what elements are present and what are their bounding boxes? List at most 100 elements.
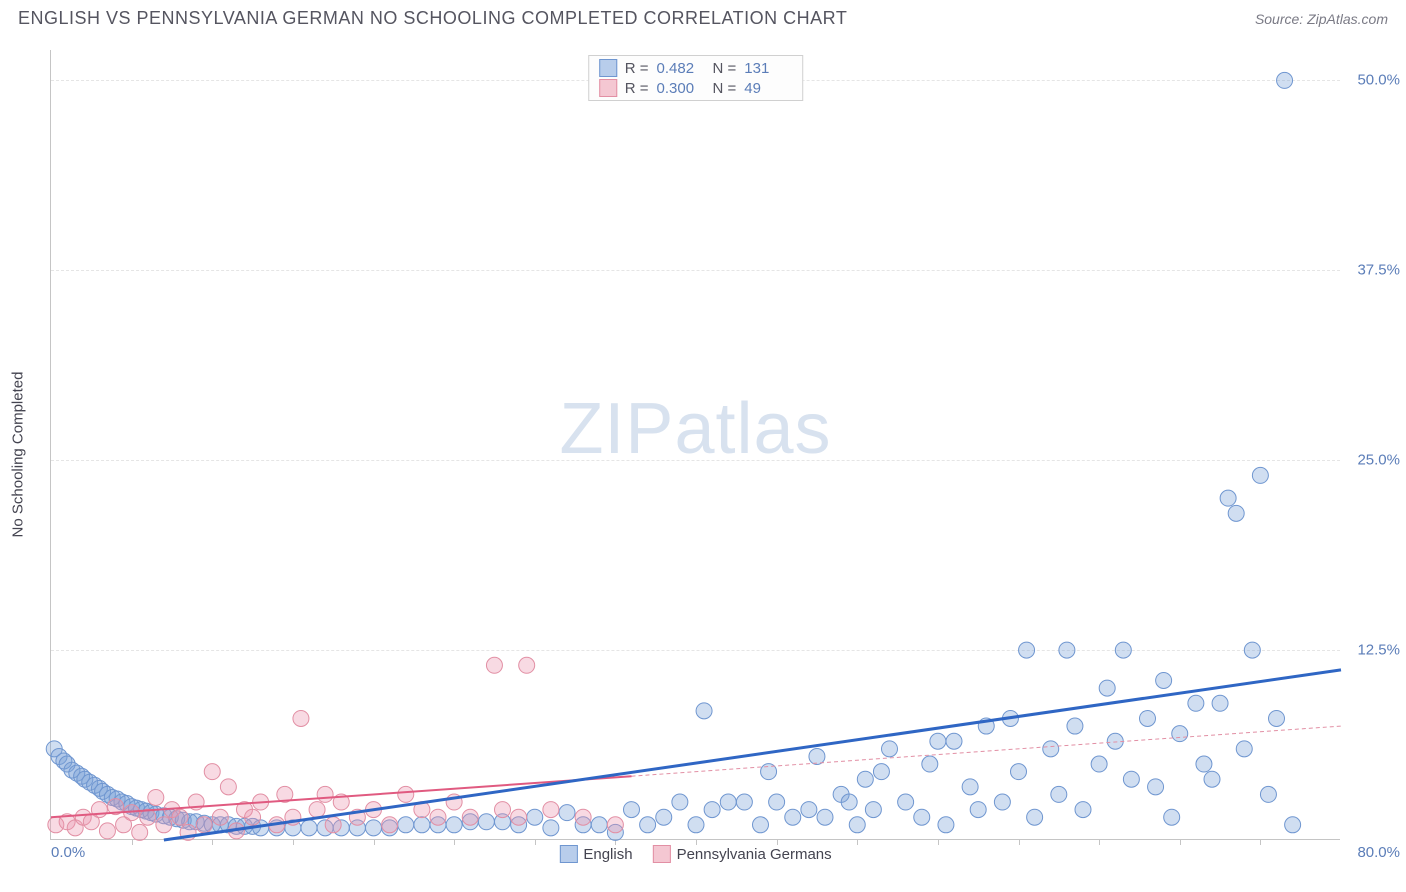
data-point [1156,672,1172,688]
data-point [1236,741,1252,757]
y-tick-label: 50.0% [1357,72,1400,89]
data-point [156,817,172,833]
x-tick [212,839,213,845]
data-point [398,786,414,802]
legend-item: English [559,845,632,863]
data-point [196,817,212,833]
data-point [624,802,640,818]
x-tick [1180,839,1181,845]
data-point [607,817,623,833]
legend-label: Pennsylvania Germans [677,846,832,863]
y-axis-label: No Schooling Completed [10,372,27,538]
data-point [873,764,889,780]
legend-r-value: 0.300 [657,80,705,97]
data-point [688,817,704,833]
data-point [1075,802,1091,818]
x-tick [535,839,536,845]
x-tick [293,839,294,845]
data-point [245,809,261,825]
legend-label: English [583,846,632,863]
data-point [704,802,720,818]
data-point [172,809,188,825]
data-point [591,817,607,833]
data-point [99,823,115,839]
data-point [1260,786,1276,802]
data-point [1123,771,1139,787]
y-tick-label: 37.5% [1357,262,1400,279]
data-point [1019,642,1035,658]
legend-n-value: 49 [744,80,792,97]
data-point [656,809,672,825]
legend-swatch [599,79,617,97]
y-tick-label: 25.0% [1357,452,1400,469]
legend-n-label: N = [713,80,737,97]
data-point [398,817,414,833]
data-point [1091,756,1107,772]
data-point [317,786,333,802]
data-point [922,756,938,772]
data-point [1285,817,1301,833]
data-point [1140,710,1156,726]
legend-item: Pennsylvania Germans [653,845,832,863]
data-point [865,802,881,818]
data-point [301,820,317,836]
legend-swatch [559,845,577,863]
data-point [132,824,148,840]
data-point [1115,642,1131,658]
data-point [640,817,656,833]
data-point [414,817,430,833]
data-point [1011,764,1027,780]
data-point [1244,642,1260,658]
data-point [495,802,511,818]
data-point [962,779,978,795]
legend-n-label: N = [713,60,737,77]
data-point [1067,718,1083,734]
data-point [736,794,752,810]
legend-r-label: R = [625,60,649,77]
data-point [527,809,543,825]
series-legend: English Pennsylvania Germans [559,845,831,863]
data-point [720,794,736,810]
data-point [462,809,478,825]
data-point [1220,490,1236,506]
legend-row: R =0.300N =49 [599,78,793,98]
data-point [1148,779,1164,795]
data-point [293,710,309,726]
scatter-plot [51,50,1340,839]
data-point [801,802,817,818]
data-point [212,809,228,825]
data-point [478,814,494,830]
legend-r-value: 0.482 [657,60,705,77]
chart-title: ENGLISH VS PENNSYLVANIA GERMAN NO SCHOOL… [18,8,847,29]
data-point [841,794,857,810]
data-point [511,809,527,825]
data-point [994,794,1010,810]
data-point [1172,726,1188,742]
x-tick [374,839,375,845]
data-point [1051,786,1067,802]
data-point [1164,809,1180,825]
x-tick [454,839,455,845]
legend-n-value: 131 [744,60,792,77]
x-axis-max: 80.0% [1357,844,1400,861]
data-point [1188,695,1204,711]
data-point [1059,642,1075,658]
data-point [1027,809,1043,825]
data-point [543,820,559,836]
data-point [930,733,946,749]
legend-swatch [599,59,617,77]
x-tick [1260,839,1261,845]
data-point [785,809,801,825]
data-point [938,817,954,833]
data-point [382,817,398,833]
data-point [446,817,462,833]
x-tick [938,839,939,845]
x-tick [1099,839,1100,845]
data-point [817,809,833,825]
x-tick [1019,839,1020,845]
data-point [898,794,914,810]
data-point [914,809,930,825]
x-tick [132,839,133,845]
data-point [430,809,446,825]
data-point [1043,741,1059,757]
